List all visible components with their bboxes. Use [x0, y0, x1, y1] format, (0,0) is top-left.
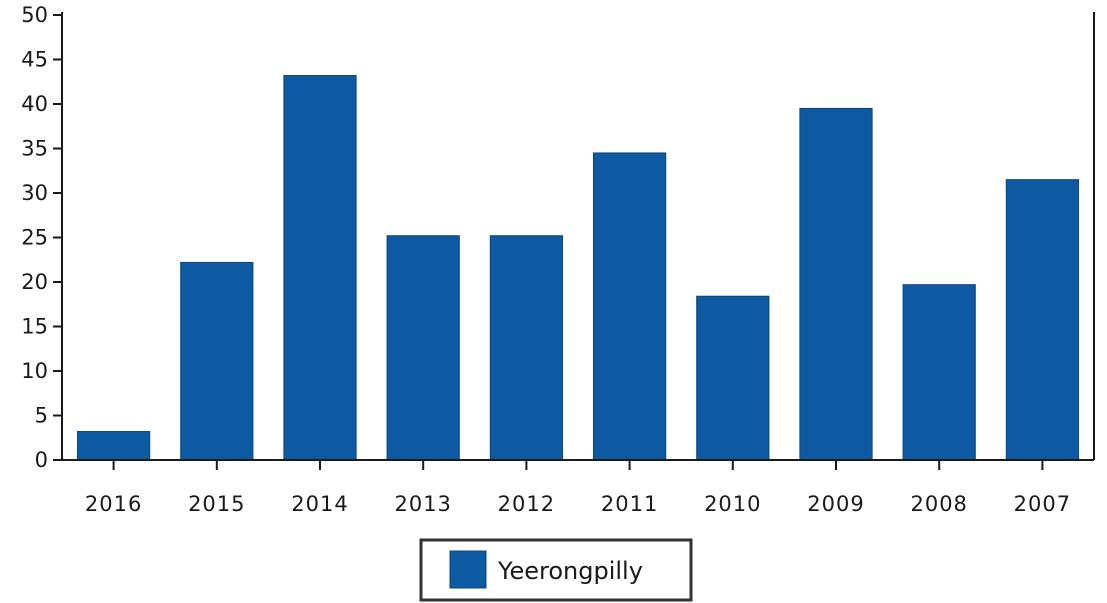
bar-2007 — [1005, 179, 1080, 461]
bar-2010 — [696, 295, 770, 461]
bar-2016 — [76, 431, 151, 461]
y-tick-label: 15 — [21, 315, 48, 339]
x-tick-label: 2014 — [291, 492, 348, 516]
bars — [76, 75, 1080, 461]
y-axis: 0 5 10 15 20 25 30 35 40 45 50 — [21, 3, 1095, 472]
x-tick-label: 2008 — [910, 492, 967, 516]
y-tick-label: 20 — [21, 270, 48, 294]
y-tick-label: 40 — [21, 92, 48, 116]
x-axis: 2016 2015 2014 2013 2012 2011 2010 2009 2008 2007 — [62, 459, 1094, 516]
x-tick-label: 2013 — [394, 492, 451, 516]
bar-2012 — [489, 235, 564, 461]
y-tick-label: 25 — [21, 226, 48, 250]
legend: Yeerongpilly — [419, 538, 693, 602]
x-tick-label: 2016 — [85, 492, 142, 516]
bar-2013 — [386, 235, 460, 461]
bar-2015 — [180, 261, 254, 461]
y-tick-label: 50 — [21, 3, 48, 27]
y-tick-label: 45 — [21, 48, 48, 72]
y-tick-label: 5 — [35, 404, 48, 428]
x-tick-label: 2015 — [188, 492, 245, 516]
y-tick-label: 0 — [35, 448, 48, 472]
legend-swatch — [449, 550, 487, 589]
bar-2014 — [283, 75, 357, 461]
bar-2011 — [592, 152, 667, 461]
x-tick-label: 2012 — [498, 492, 555, 516]
x-tick-label: 2007 — [1014, 492, 1071, 516]
legend-label: Yeerongpilly — [497, 557, 643, 585]
x-tick-label: 2011 — [601, 492, 658, 516]
bar-2008 — [902, 284, 976, 461]
y-tick-label: 35 — [21, 137, 48, 161]
x-tick-label: 2009 — [807, 492, 864, 516]
y-tick-label: 30 — [21, 181, 48, 205]
bar-2009 — [799, 107, 873, 461]
y-tick-label: 10 — [21, 359, 48, 383]
x-tick-label: 2010 — [704, 492, 761, 516]
